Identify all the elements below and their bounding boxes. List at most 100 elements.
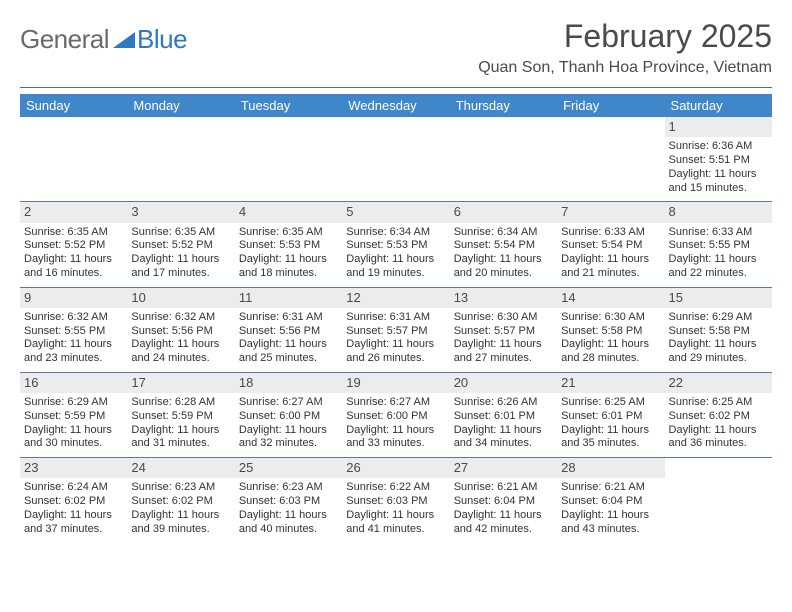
calendar-cell: 8Sunrise: 6:33 AMSunset: 5:55 PMDaylight… <box>665 202 772 287</box>
sunset-text: Sunset: 5:59 PM <box>131 410 230 424</box>
page-title: February 2025 <box>478 18 772 55</box>
daylight-text: Daylight: 11 hours and 25 minutes. <box>239 338 338 366</box>
daylight-text: Daylight: 11 hours and 32 minutes. <box>239 424 338 452</box>
sunset-text: Sunset: 5:56 PM <box>239 325 338 339</box>
sunrise-text: Sunrise: 6:30 AM <box>454 311 553 325</box>
header: General Blue February 2025 Quan Son, Tha… <box>20 18 772 77</box>
sunrise-text: Sunrise: 6:35 AM <box>239 226 338 240</box>
calendar-cell: 20 Sunrise: 6:26 AMSunset: 6:01 PMDayligh… <box>450 372 557 457</box>
daylight-text: Daylight: 11 hours and 29 minutes. <box>669 338 768 366</box>
sunset-text: Sunset: 6:02 PM <box>131 495 230 509</box>
daylight-text: Daylight: 11 hours and 17 minutes. <box>131 253 230 281</box>
calendar-cell: 19Sunrise: 6:27 AMSunset: 6:00 PMDayligh… <box>342 372 449 457</box>
logo-text-2: Blue <box>137 24 187 55</box>
sunset-text: Sunset: 5:57 PM <box>454 325 553 339</box>
day-number: 26 <box>342 458 449 478</box>
daylight-text: Daylight: 11 hours and 19 minutes. <box>346 253 445 281</box>
sunset-text: Sunset: 6:01 PM <box>454 410 553 424</box>
day-number: 9 <box>20 288 127 308</box>
calendar-week-row: 23Sunrise: 6:24 AMSunset: 6:02 PMDayligh… <box>20 458 772 543</box>
logo-text-1: General <box>20 24 109 55</box>
sunset-text: Sunset: 5:53 PM <box>346 239 445 253</box>
daylight-text: Daylight: 11 hours and 20 minutes. <box>454 253 553 281</box>
daylight-text: Daylight: 11 hours and 31 minutes. <box>131 424 230 452</box>
sunset-text: Sunset: 6:04 PM <box>454 495 553 509</box>
day-number: 8 <box>665 202 772 222</box>
sunrise-text: Sunrise: 6:26 AM <box>454 396 553 410</box>
day-number: 25 <box>235 458 342 478</box>
day-number: 10 <box>127 288 234 308</box>
sunrise-text: Sunrise: 6:27 AM <box>239 396 338 410</box>
calendar-cell <box>127 117 234 202</box>
sunset-text: Sunset: 5:55 PM <box>669 239 768 253</box>
day-number: 23 <box>20 458 127 478</box>
day-number: 18 <box>235 373 342 393</box>
sunset-text: Sunset: 5:58 PM <box>669 325 768 339</box>
day-number: 11 <box>235 288 342 308</box>
sunset-text: Sunset: 5:52 PM <box>24 239 123 253</box>
daylight-text: Daylight: 11 hours and 22 minutes. <box>669 253 768 281</box>
day-number: 16 <box>20 373 127 393</box>
daylight-text: Daylight: 11 hours and 27 minutes. <box>454 338 553 366</box>
sunrise-text: Sunrise: 6:34 AM <box>454 226 553 240</box>
sunset-text: Sunset: 5:58 PM <box>561 325 660 339</box>
calendar-cell <box>235 117 342 202</box>
sunset-text: Sunset: 6:03 PM <box>239 495 338 509</box>
calendar-cell: 13 Sunrise: 6:30 AMSunset: 5:57 PMDayligh… <box>450 287 557 372</box>
calendar-cell <box>665 458 772 543</box>
day-number: 7 <box>557 202 664 222</box>
daylight-text: Daylight: 11 hours and 16 minutes. <box>24 253 123 281</box>
location: Quan Son, Thanh Hoa Province, Vietnam <box>478 59 772 77</box>
day-number: 13 <box>450 288 557 308</box>
sunset-text: Sunset: 6:02 PM <box>24 495 123 509</box>
day-number: 19 <box>342 373 449 393</box>
calendar-cell: 4 Sunrise: 6:35 AMSunset: 5:53 PMDaylight… <box>235 202 342 287</box>
calendar-cell: 12Sunrise: 6:31 AMSunset: 5:57 PMDayligh… <box>342 287 449 372</box>
sunset-text: Sunset: 5:52 PM <box>131 239 230 253</box>
calendar-cell: 23Sunrise: 6:24 AMSunset: 6:02 PMDayligh… <box>20 458 127 543</box>
sunrise-text: Sunrise: 6:27 AM <box>346 396 445 410</box>
sunrise-text: Sunrise: 6:25 AM <box>669 396 768 410</box>
daylight-text: Daylight: 11 hours and 40 minutes. <box>239 509 338 537</box>
calendar-cell: 28Sunrise: 6:21 AMSunset: 6:04 PMDayligh… <box>557 458 664 543</box>
daylight-text: Daylight: 11 hours and 35 minutes. <box>561 424 660 452</box>
sunset-text: Sunset: 5:51 PM <box>669 154 768 168</box>
daylight-text: Daylight: 11 hours and 18 minutes. <box>239 253 338 281</box>
sunset-text: Sunset: 6:00 PM <box>239 410 338 424</box>
weekday-header: Wednesday <box>342 94 449 117</box>
calendar-cell: 3Sunrise: 6:35 AMSunset: 5:52 PMDaylight… <box>127 202 234 287</box>
day-number: 27 <box>450 458 557 478</box>
calendar-cell: 9Sunrise: 6:32 AMSunset: 5:55 PMDaylight… <box>20 287 127 372</box>
sunrise-text: Sunrise: 6:32 AM <box>24 311 123 325</box>
calendar-week-row: 9Sunrise: 6:32 AMSunset: 5:55 PMDaylight… <box>20 287 772 372</box>
calendar-week-row: 16Sunrise: 6:29 AMSunset: 5:59 PMDayligh… <box>20 372 772 457</box>
sunset-text: Sunset: 6:00 PM <box>346 410 445 424</box>
day-number: 1 <box>665 117 772 137</box>
calendar-cell: 26Sunrise: 6:22 AMSunset: 6:03 PMDayligh… <box>342 458 449 543</box>
sunset-text: Sunset: 6:02 PM <box>669 410 768 424</box>
calendar-cell: 10Sunrise: 6:32 AMSunset: 5:56 PMDayligh… <box>127 287 234 372</box>
daylight-text: Daylight: 11 hours and 26 minutes. <box>346 338 445 366</box>
sunset-text: Sunset: 5:59 PM <box>24 410 123 424</box>
sunset-text: Sunset: 5:53 PM <box>239 239 338 253</box>
weekday-header: Sunday <box>20 94 127 117</box>
day-number: 20 <box>450 373 557 393</box>
sunset-text: Sunset: 5:56 PM <box>131 325 230 339</box>
weekday-header: Thursday <box>450 94 557 117</box>
calendar-cell: 27Sunrise: 6:21 AMSunset: 6:04 PMDayligh… <box>450 458 557 543</box>
day-number: 4 <box>235 202 342 222</box>
sunrise-text: Sunrise: 6:36 AM <box>669 140 768 154</box>
sunrise-text: Sunrise: 6:29 AM <box>24 396 123 410</box>
day-number: 28 <box>557 458 664 478</box>
calendar-cell: 24Sunrise: 6:23 AMSunset: 6:02 PMDayligh… <box>127 458 234 543</box>
daylight-text: Daylight: 11 hours and 30 minutes. <box>24 424 123 452</box>
sunrise-text: Sunrise: 6:23 AM <box>131 481 230 495</box>
calendar-cell: 15Sunrise: 6:29 AMSunset: 5:58 PMDayligh… <box>665 287 772 372</box>
sunrise-text: Sunrise: 6:35 AM <box>24 226 123 240</box>
weekday-header: Saturday <box>665 94 772 117</box>
daylight-text: Daylight: 11 hours and 43 minutes. <box>561 509 660 537</box>
calendar-table: Sunday Monday Tuesday Wednesday Thursday… <box>20 94 772 542</box>
sunrise-text: Sunrise: 6:29 AM <box>669 311 768 325</box>
day-number: 17 <box>127 373 234 393</box>
daylight-text: Daylight: 11 hours and 34 minutes. <box>454 424 553 452</box>
